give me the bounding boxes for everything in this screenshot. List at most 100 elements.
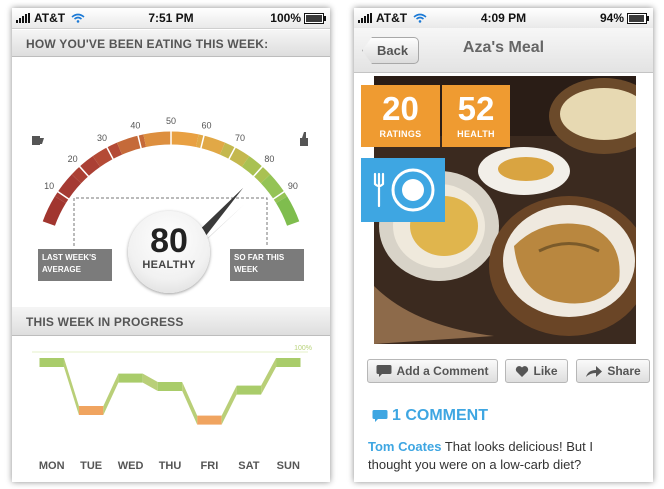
thumbs-down-icon (32, 136, 44, 145)
share-button[interactable]: Share (576, 359, 650, 383)
gauge-arc-segment (170, 131, 199, 148)
phone-meal-detail: AT&T 4:09 PM 94% Back Aza's Meal (354, 8, 653, 482)
health-badge: 52 HEALTH (442, 85, 510, 147)
progress-day-segment (197, 415, 222, 425)
wifi-icon (413, 13, 427, 23)
gauge-tick-mark (78, 165, 90, 178)
progress-transition (221, 385, 237, 425)
progress-day-segment (236, 385, 262, 395)
progress-header: THIS WEEK IN PROGRESS (12, 306, 330, 336)
battery: 94% (599, 11, 649, 25)
rate-meal-button[interactable] (361, 158, 445, 222)
gauge-tick-label: 20 (68, 154, 78, 164)
weekday-label: WED (117, 460, 144, 472)
last-week-average-label: LAST WEEK'S AVERAGE (38, 249, 112, 281)
progress-transition (142, 373, 158, 391)
gauge-tick-label: 30 (97, 133, 107, 143)
battery-icon (627, 12, 649, 24)
battery: 100% (270, 11, 326, 25)
hundred-percent-label: 100% (294, 345, 312, 352)
status-bar: AT&T 4:09 PM 94% (354, 8, 653, 29)
plate-icon (373, 168, 435, 212)
progress-transition (182, 382, 198, 425)
gauge-arc-segment (54, 174, 82, 204)
back-button[interactable]: Back (362, 37, 420, 64)
progress-transition (63, 358, 79, 415)
share-label: Share (607, 364, 641, 378)
gauge-arc-segment (219, 142, 250, 167)
eating-header: HOW YOU'VE BEEN EATING THIS WEEK: (12, 29, 330, 57)
gauge-tick-label: 60 (202, 120, 212, 130)
ratings-badge: 20 RATINGS (361, 85, 440, 147)
speech-bubble-icon (376, 365, 392, 377)
add-comment-label: Add a Comment (396, 364, 489, 378)
speech-bubble-icon (372, 410, 388, 422)
weekday-label: MON (38, 460, 65, 472)
signal-icon (16, 13, 31, 23)
gauge-tick-mark (272, 190, 285, 200)
gauge-tick-mark (200, 134, 205, 149)
gauge-arc-segment (42, 196, 66, 226)
like-label: Like (533, 364, 558, 378)
gauge-tick-mark (106, 146, 114, 160)
navigation-bar: Back Aza's Meal (354, 28, 653, 73)
like-button[interactable]: Like (505, 359, 568, 383)
battery-percent: 94% (599, 11, 624, 25)
gauge-arc-segment (116, 134, 147, 155)
comment-author[interactable]: Tom Coates (368, 439, 442, 454)
progress-day-segment (157, 382, 183, 391)
progress-day-segment (78, 406, 104, 415)
gauge-arc-segment (260, 174, 288, 204)
signal-icon (358, 13, 373, 23)
share-arrow-icon (586, 365, 603, 377)
gauge-arc-segment (195, 134, 226, 155)
weekday-label: SAT (238, 460, 260, 472)
progress-transition (103, 373, 119, 415)
so-far-this-week-label: SO FAR THIS WEEK (230, 249, 304, 281)
wifi-icon (71, 13, 85, 23)
gauge-arc-segment (71, 156, 101, 184)
comment-item: Tom Coates That looks delicious! But I t… (368, 438, 638, 474)
carrier: AT&T (16, 11, 85, 25)
gauge-tick-label: 40 (130, 120, 140, 130)
add-comment-button[interactable]: Add a Comment (367, 359, 498, 383)
health-label: HEALTH (457, 129, 495, 139)
weekday-label: THU (158, 460, 182, 472)
weekday-label: TUE (80, 460, 103, 472)
phone-eating-summary: AT&T 7:51 PM 100% HOW YOU'VE BEEN EATING… (12, 8, 330, 482)
health-score-value: 80 (150, 222, 188, 260)
gauge-tick-label: 70 (235, 133, 245, 143)
progress-day-segment (276, 358, 301, 367)
carrier: AT&T (358, 11, 427, 25)
health-score: 52 (457, 90, 495, 127)
weekly-progress-chart: 100% (32, 345, 312, 425)
gauge-tick-label: 50 (166, 116, 176, 126)
battery-percent: 100% (270, 11, 301, 25)
comments-count[interactable]: 1 COMMENT (372, 407, 488, 425)
clock: 4:09 PM (480, 11, 527, 25)
comments-count-label: 1 COMMENT (392, 407, 488, 424)
gauge-tick-label: 10 (44, 181, 54, 191)
weekday-labels: MON TUE WED THU FRI SAT SUN (12, 460, 330, 474)
gauge-tick-mark (57, 190, 70, 200)
ratings-count: 20 (382, 90, 419, 127)
gauge-arc-segment (92, 142, 123, 167)
health-score-label: HEALTHY (142, 259, 196, 271)
gauge-tick-mark (252, 165, 264, 178)
status-bar: AT&T 7:51 PM 100% (12, 8, 330, 29)
gauge-arc-segment (143, 131, 172, 148)
gauge-tick-mark (137, 134, 142, 149)
gauge-tick-label: 90 (288, 181, 298, 191)
thumbs-up-icon (300, 132, 308, 146)
progress-transition (261, 358, 277, 395)
weekday-label: SUN (276, 460, 300, 472)
comment-text: That looks delicious! But I thought you … (368, 439, 593, 472)
health-score-badge: 80 HEALTHY (128, 211, 210, 293)
progress-day-segment (39, 358, 64, 367)
battery-icon (304, 12, 326, 24)
gauge-arc-segment (276, 196, 300, 226)
gauge-arc-segment (241, 156, 271, 184)
page-title: Aza's Meal (462, 39, 545, 56)
gauge-tick-mark (228, 146, 236, 160)
last-week-bracket (73, 197, 268, 246)
